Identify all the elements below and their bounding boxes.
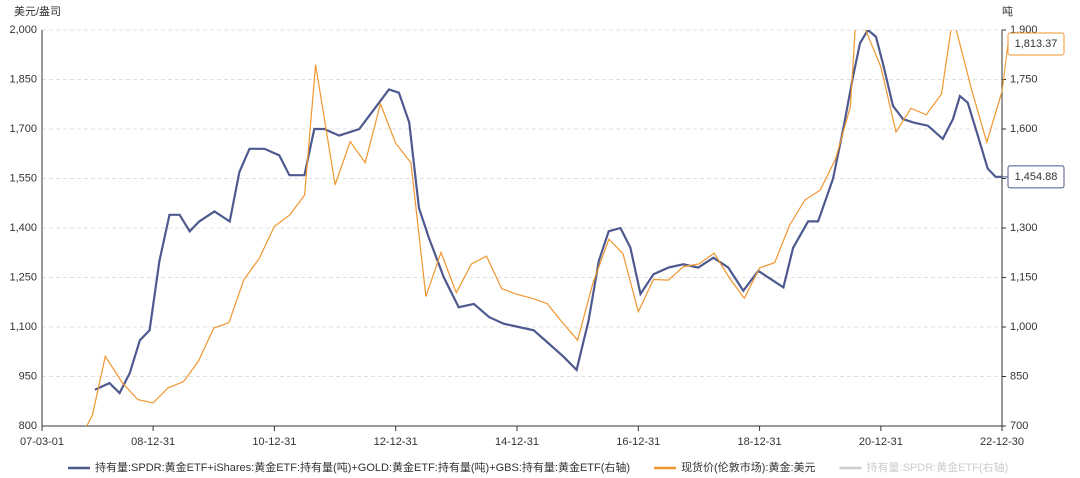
y2-tick-label: 1,150 <box>1010 271 1038 283</box>
plot-area <box>86 30 1002 426</box>
callout-line <box>1001 43 1009 92</box>
y2-tick-label: 850 <box>1010 370 1028 382</box>
legend-label[interactable]: 现货价(伦敦市场):黄金:美元 <box>681 460 815 474</box>
y2-tick-label: 1,000 <box>1010 321 1038 333</box>
callout-box <box>1007 32 1065 56</box>
y-tick-label: 1,550 <box>9 172 37 184</box>
x-tick-label: 20-12-31 <box>859 436 903 448</box>
y2-tick-label: 700 <box>1010 420 1028 432</box>
y-tick-label: 2,000 <box>9 24 37 36</box>
x-tick-label: 10-12-31 <box>252 436 296 448</box>
callout-label: 1,454.88 <box>1015 171 1058 183</box>
y-axis-label: 美元/盎司 <box>14 4 61 18</box>
x-tick-label: 08-12-31 <box>131 436 175 448</box>
legend-label[interactable]: 持有量:SPDR:黄金ETF(右轴) <box>867 460 1009 474</box>
y2-axis-label: 吨 <box>1002 5 1013 18</box>
y-tick-label: 1,100 <box>9 321 37 333</box>
y-tick-label: 1,250 <box>9 271 37 283</box>
callout-label: 1,813.37 <box>1015 38 1058 50</box>
legend-label[interactable]: 持有量:SPDR:黄金ETF+iShares:黄金ETF:持有量(吨)+GOLD… <box>95 460 630 474</box>
x-tick-label: 22-12-30 <box>980 436 1024 448</box>
x-tick-label: 14-12-31 <box>495 436 539 448</box>
y2-tick-label: 1,300 <box>1010 222 1038 234</box>
y-tick-label: 1,700 <box>9 123 37 135</box>
x-tick-label: 18-12-31 <box>738 436 782 448</box>
x-tick-label: 07-03-01 <box>20 436 64 448</box>
series-line <box>94 30 1002 395</box>
y2-tick-label: 1,600 <box>1010 123 1038 135</box>
x-tick-label: 16-12-31 <box>616 436 660 448</box>
y2-tick-label: 1,750 <box>1010 73 1038 85</box>
y-tick-label: 800 <box>19 420 37 432</box>
callout-box <box>1007 165 1065 189</box>
x-tick-label: 12-12-31 <box>374 436 418 448</box>
y-tick-label: 1,850 <box>9 73 37 85</box>
y-tick-label: 1,400 <box>9 222 37 234</box>
series-line <box>86 30 1002 426</box>
y-tick-label: 950 <box>19 370 37 382</box>
